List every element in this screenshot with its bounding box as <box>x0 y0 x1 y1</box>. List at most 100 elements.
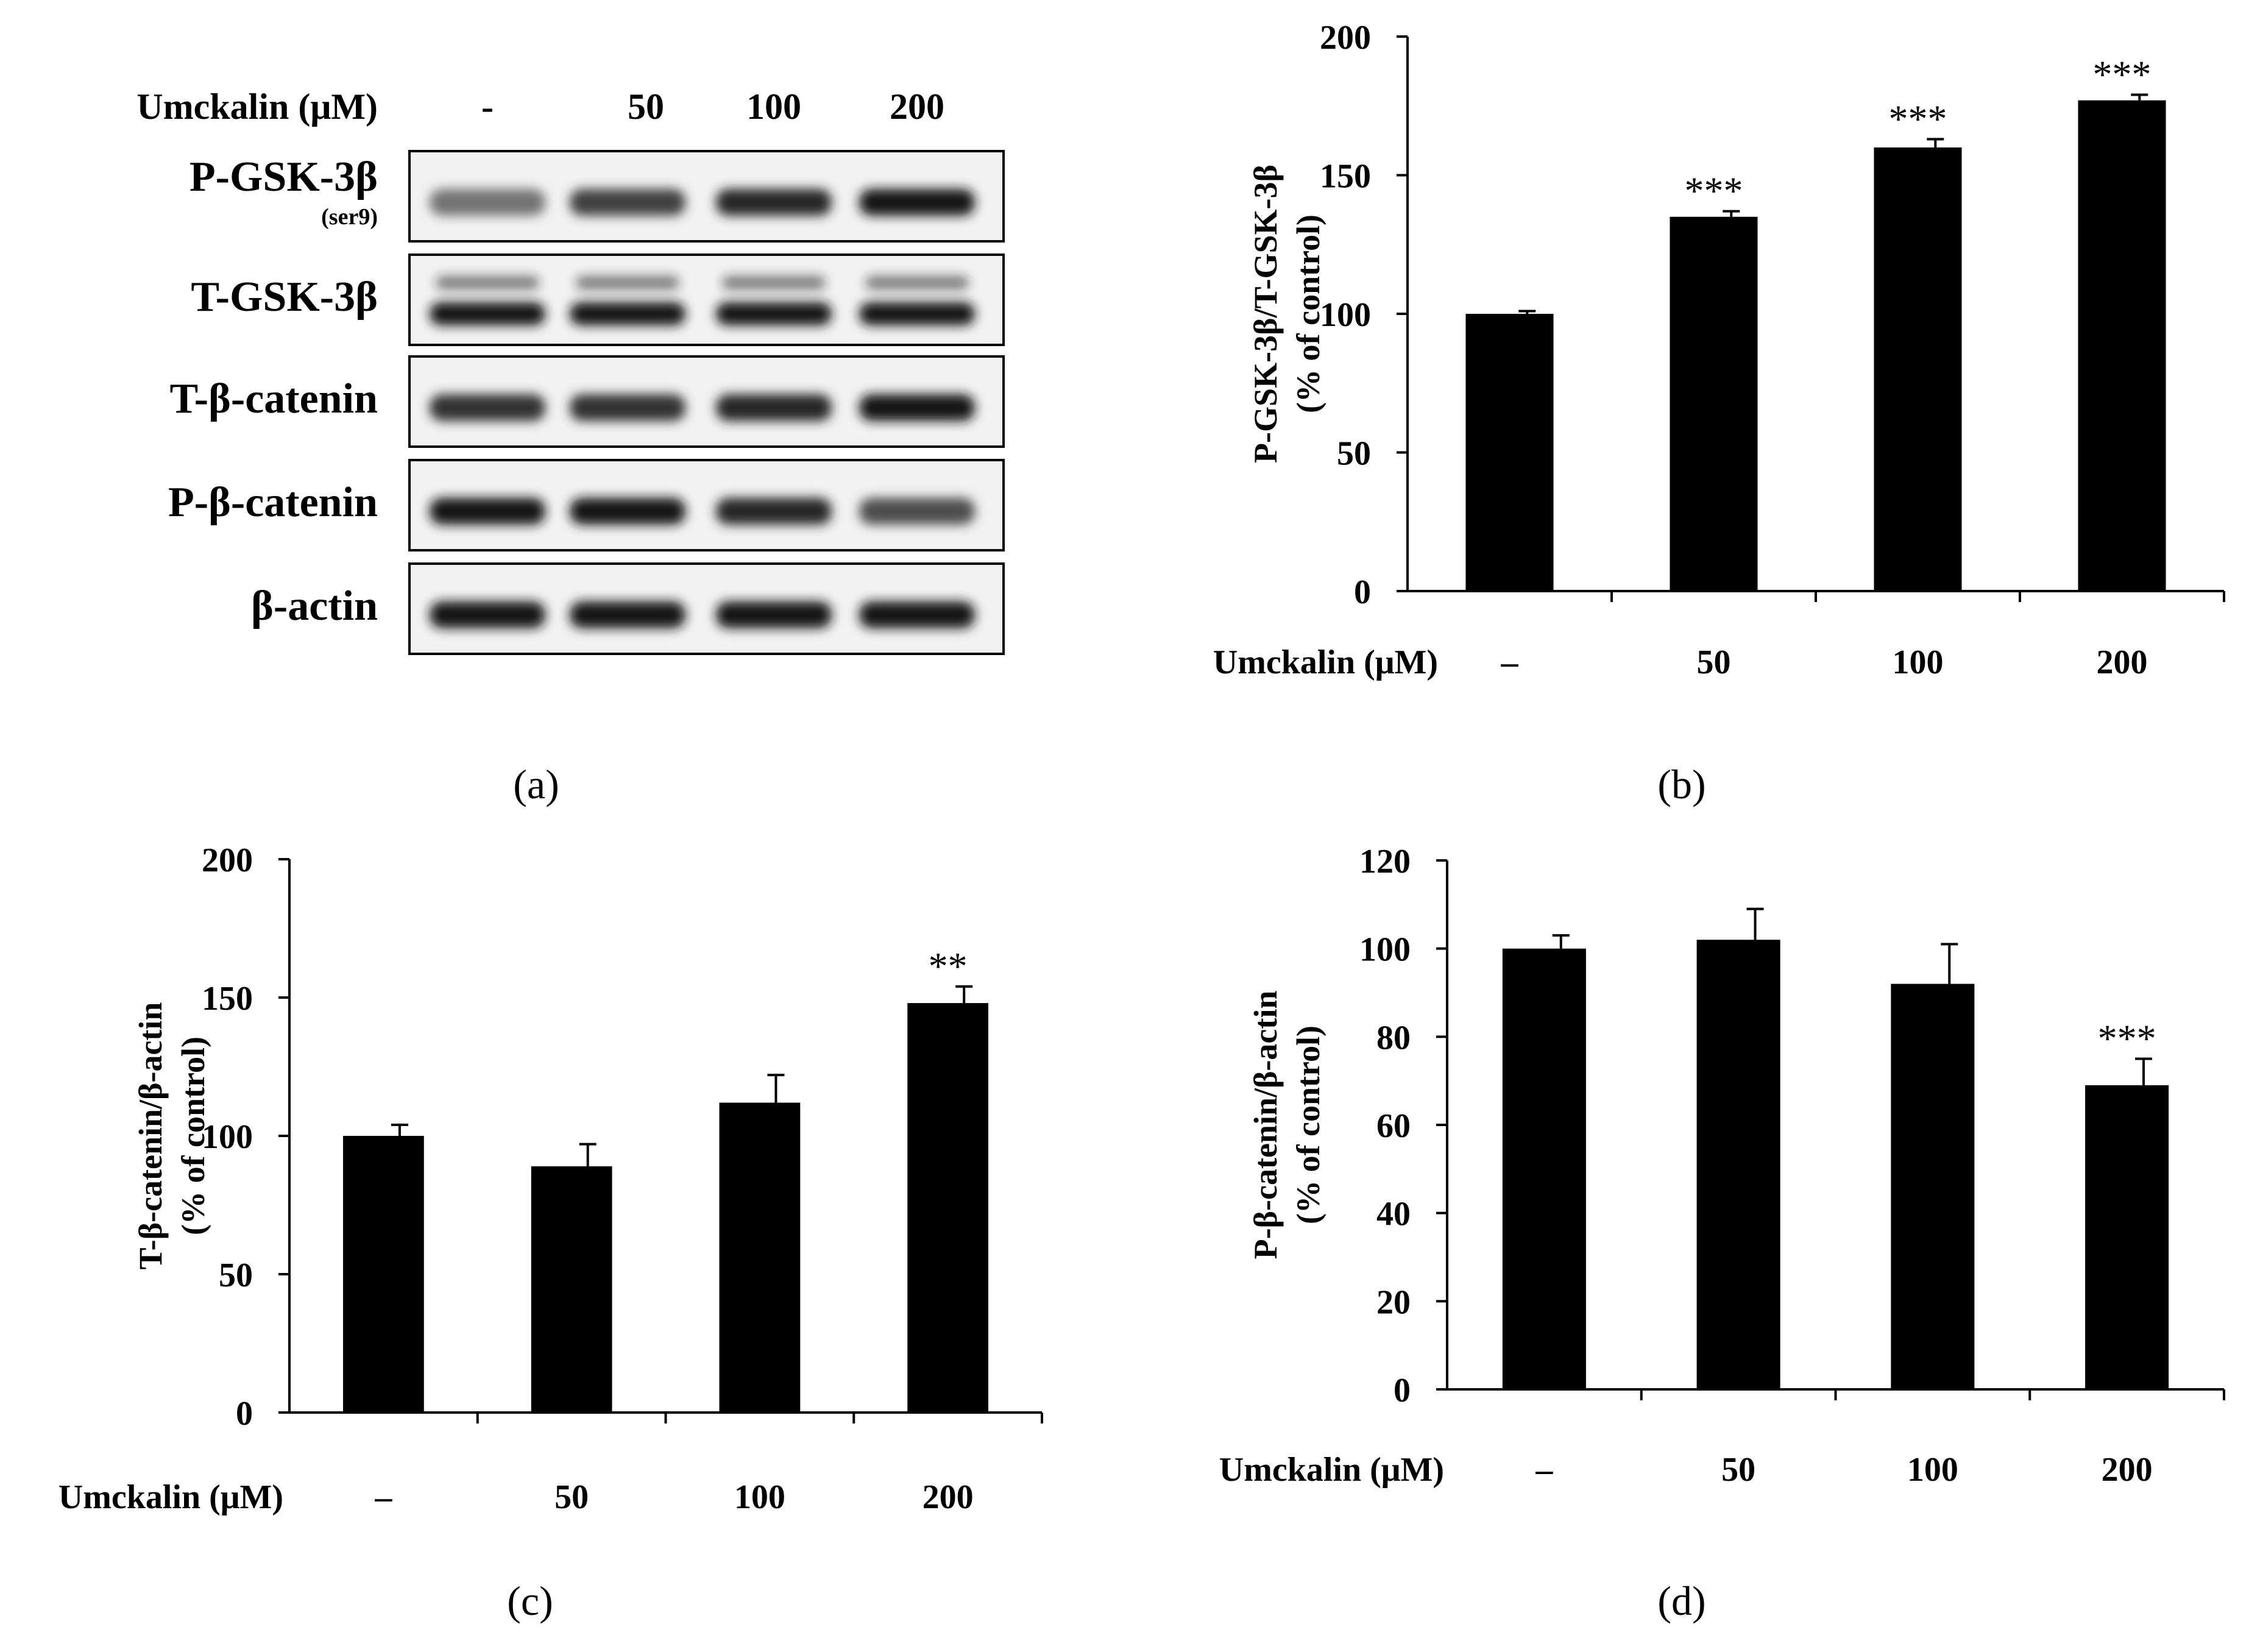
y-tick-label: 100 <box>1359 931 1411 969</box>
y-tick-label: 60 <box>1376 1107 1411 1145</box>
bar <box>719 1102 801 1413</box>
blot-band <box>430 394 545 421</box>
y-tick-label: 200 <box>202 842 253 879</box>
y-axis-label: P-β-catenin/β-actin <box>1247 991 1284 1260</box>
blot-row-label: P-β-catenin <box>168 479 378 526</box>
significance-marker: *** <box>2098 1017 2156 1060</box>
bar <box>2078 100 2166 591</box>
y-tick-label: 50 <box>219 1257 253 1294</box>
chart-panel-d: 0 20 40 60 80 100 120 – 50 100 *** 200 Umckalin (μM)… <box>1219 843 2225 1624</box>
blot-band <box>430 189 545 216</box>
western-blot-panel: Umckalin (μM) - 50 100 200 P-GSK-3β (ser9… <box>136 87 1005 807</box>
y-tick-label: 0 <box>236 1395 253 1433</box>
blot-row-label: T-GSK-3β <box>191 274 378 321</box>
bar <box>1670 216 1758 591</box>
bar <box>531 1166 612 1413</box>
significance-marker: *** <box>2093 53 2152 96</box>
x-category-label: 200 <box>2102 1451 2153 1489</box>
blot-band <box>859 394 975 421</box>
y-tick-label: 20 <box>1376 1283 1411 1321</box>
x-category-label: – <box>1501 643 1519 681</box>
blot-lane-label: 50 <box>628 87 664 127</box>
y-axis-label-unit: (% of control) <box>1290 214 1326 413</box>
panel-label-c: (c) <box>507 1578 553 1624</box>
panel-label-b: (b) <box>1657 761 1705 807</box>
x-category-label: 50 <box>1697 643 1731 681</box>
x-category-label: 50 <box>1721 1451 1755 1489</box>
x-category-label: – <box>374 1478 392 1516</box>
y-tick-label: 120 <box>1359 843 1411 881</box>
x-category-label: 100 <box>734 1478 785 1516</box>
blot-row-label: P-GSK-3β <box>189 154 378 200</box>
y-tick-label: 40 <box>1376 1196 1411 1233</box>
blot-row: T-GSK-3β <box>191 253 1005 346</box>
blot-row-label: β-actin <box>251 583 378 629</box>
blot-band-upper <box>576 276 679 289</box>
blot-band <box>570 601 685 628</box>
y-tick-label: 100 <box>202 1118 253 1156</box>
y-tick-label: 0 <box>1354 573 1371 611</box>
y-tick-label: 100 <box>1320 296 1371 334</box>
bar <box>1465 314 1554 591</box>
x-category-label: 100 <box>1893 643 1944 681</box>
x-category-label: 100 <box>1907 1451 1958 1489</box>
y-tick-label: 150 <box>1320 158 1371 196</box>
blot-band-upper <box>865 276 969 289</box>
blot-band-upper <box>436 276 539 289</box>
chart-panel-c: 0 50 100 150 200 – 50 100 ** 200 Umckalin (μM) T-β-… <box>58 842 1043 1624</box>
x-axis-label: Umckalin (μM) <box>1219 1451 1444 1489</box>
panel-label-a: (a) <box>513 761 559 807</box>
blot-band <box>430 498 545 525</box>
bar <box>1874 147 1962 591</box>
blot-row-label: T-β-catenin <box>169 375 378 422</box>
blot-band <box>570 394 685 421</box>
bar <box>1891 984 1975 1389</box>
y-axis-label-unit: (% of control) <box>1290 1026 1326 1224</box>
y-tick-label: 80 <box>1376 1019 1411 1057</box>
blot-band <box>430 601 545 628</box>
blot-band <box>570 189 685 216</box>
significance-marker: ** <box>929 945 968 988</box>
y-tick-label: 50 <box>1337 435 1371 473</box>
blot-band <box>716 394 832 421</box>
blot-band <box>716 189 832 216</box>
chart-panel-b: 0 50 100 150 200 – *** 50 *** 100 *** 200 Umckalin (… <box>1213 19 2225 807</box>
y-axis-label: T-β-catenin/β-actin <box>132 1002 169 1270</box>
x-axis-label: Umckalin (μM) <box>1213 643 1438 681</box>
blot-band <box>570 302 685 325</box>
blot-lane-label: 200 <box>890 87 944 127</box>
blot-band <box>716 498 832 525</box>
x-axis-label: Umckalin (μM) <box>58 1478 283 1516</box>
blot-band <box>716 601 832 628</box>
blot-row: P-β-catenin <box>168 459 1005 551</box>
blot-membrane <box>408 253 1005 346</box>
bar <box>2085 1085 2169 1389</box>
y-tick-label: 0 <box>1394 1372 1411 1409</box>
blot-row: β-actin <box>251 562 1005 655</box>
significance-marker: *** <box>1685 169 1743 213</box>
blot-lane-label: 100 <box>746 87 801 127</box>
x-category-label: 50 <box>554 1478 589 1516</box>
blot-band <box>430 302 545 325</box>
significance-marker: *** <box>1889 97 1947 140</box>
bar <box>1502 948 1586 1389</box>
blot-row: P-GSK-3β (ser9) <box>189 150 1005 243</box>
panel-label-d: (d) <box>1657 1578 1705 1624</box>
bar <box>1696 940 1780 1389</box>
x-category-label: 200 <box>923 1478 974 1516</box>
bar <box>907 1003 989 1413</box>
y-tick-label: 150 <box>202 980 253 1018</box>
blot-band <box>859 189 975 216</box>
blot-band-upper <box>722 276 826 289</box>
x-category-label: – <box>1535 1451 1553 1489</box>
y-tick-label: 200 <box>1320 19 1371 57</box>
y-axis-label: P-GSK-3β/T-GSK-3β <box>1247 165 1284 463</box>
x-category-label: 200 <box>2097 643 2148 681</box>
y-axis-label-unit: (% of control) <box>175 1037 211 1235</box>
blot-band <box>859 498 975 525</box>
blot-band <box>859 302 975 325</box>
blot-header-label: Umckalin (μM) <box>136 87 378 127</box>
bar <box>342 1136 424 1413</box>
blot-band <box>570 498 685 525</box>
